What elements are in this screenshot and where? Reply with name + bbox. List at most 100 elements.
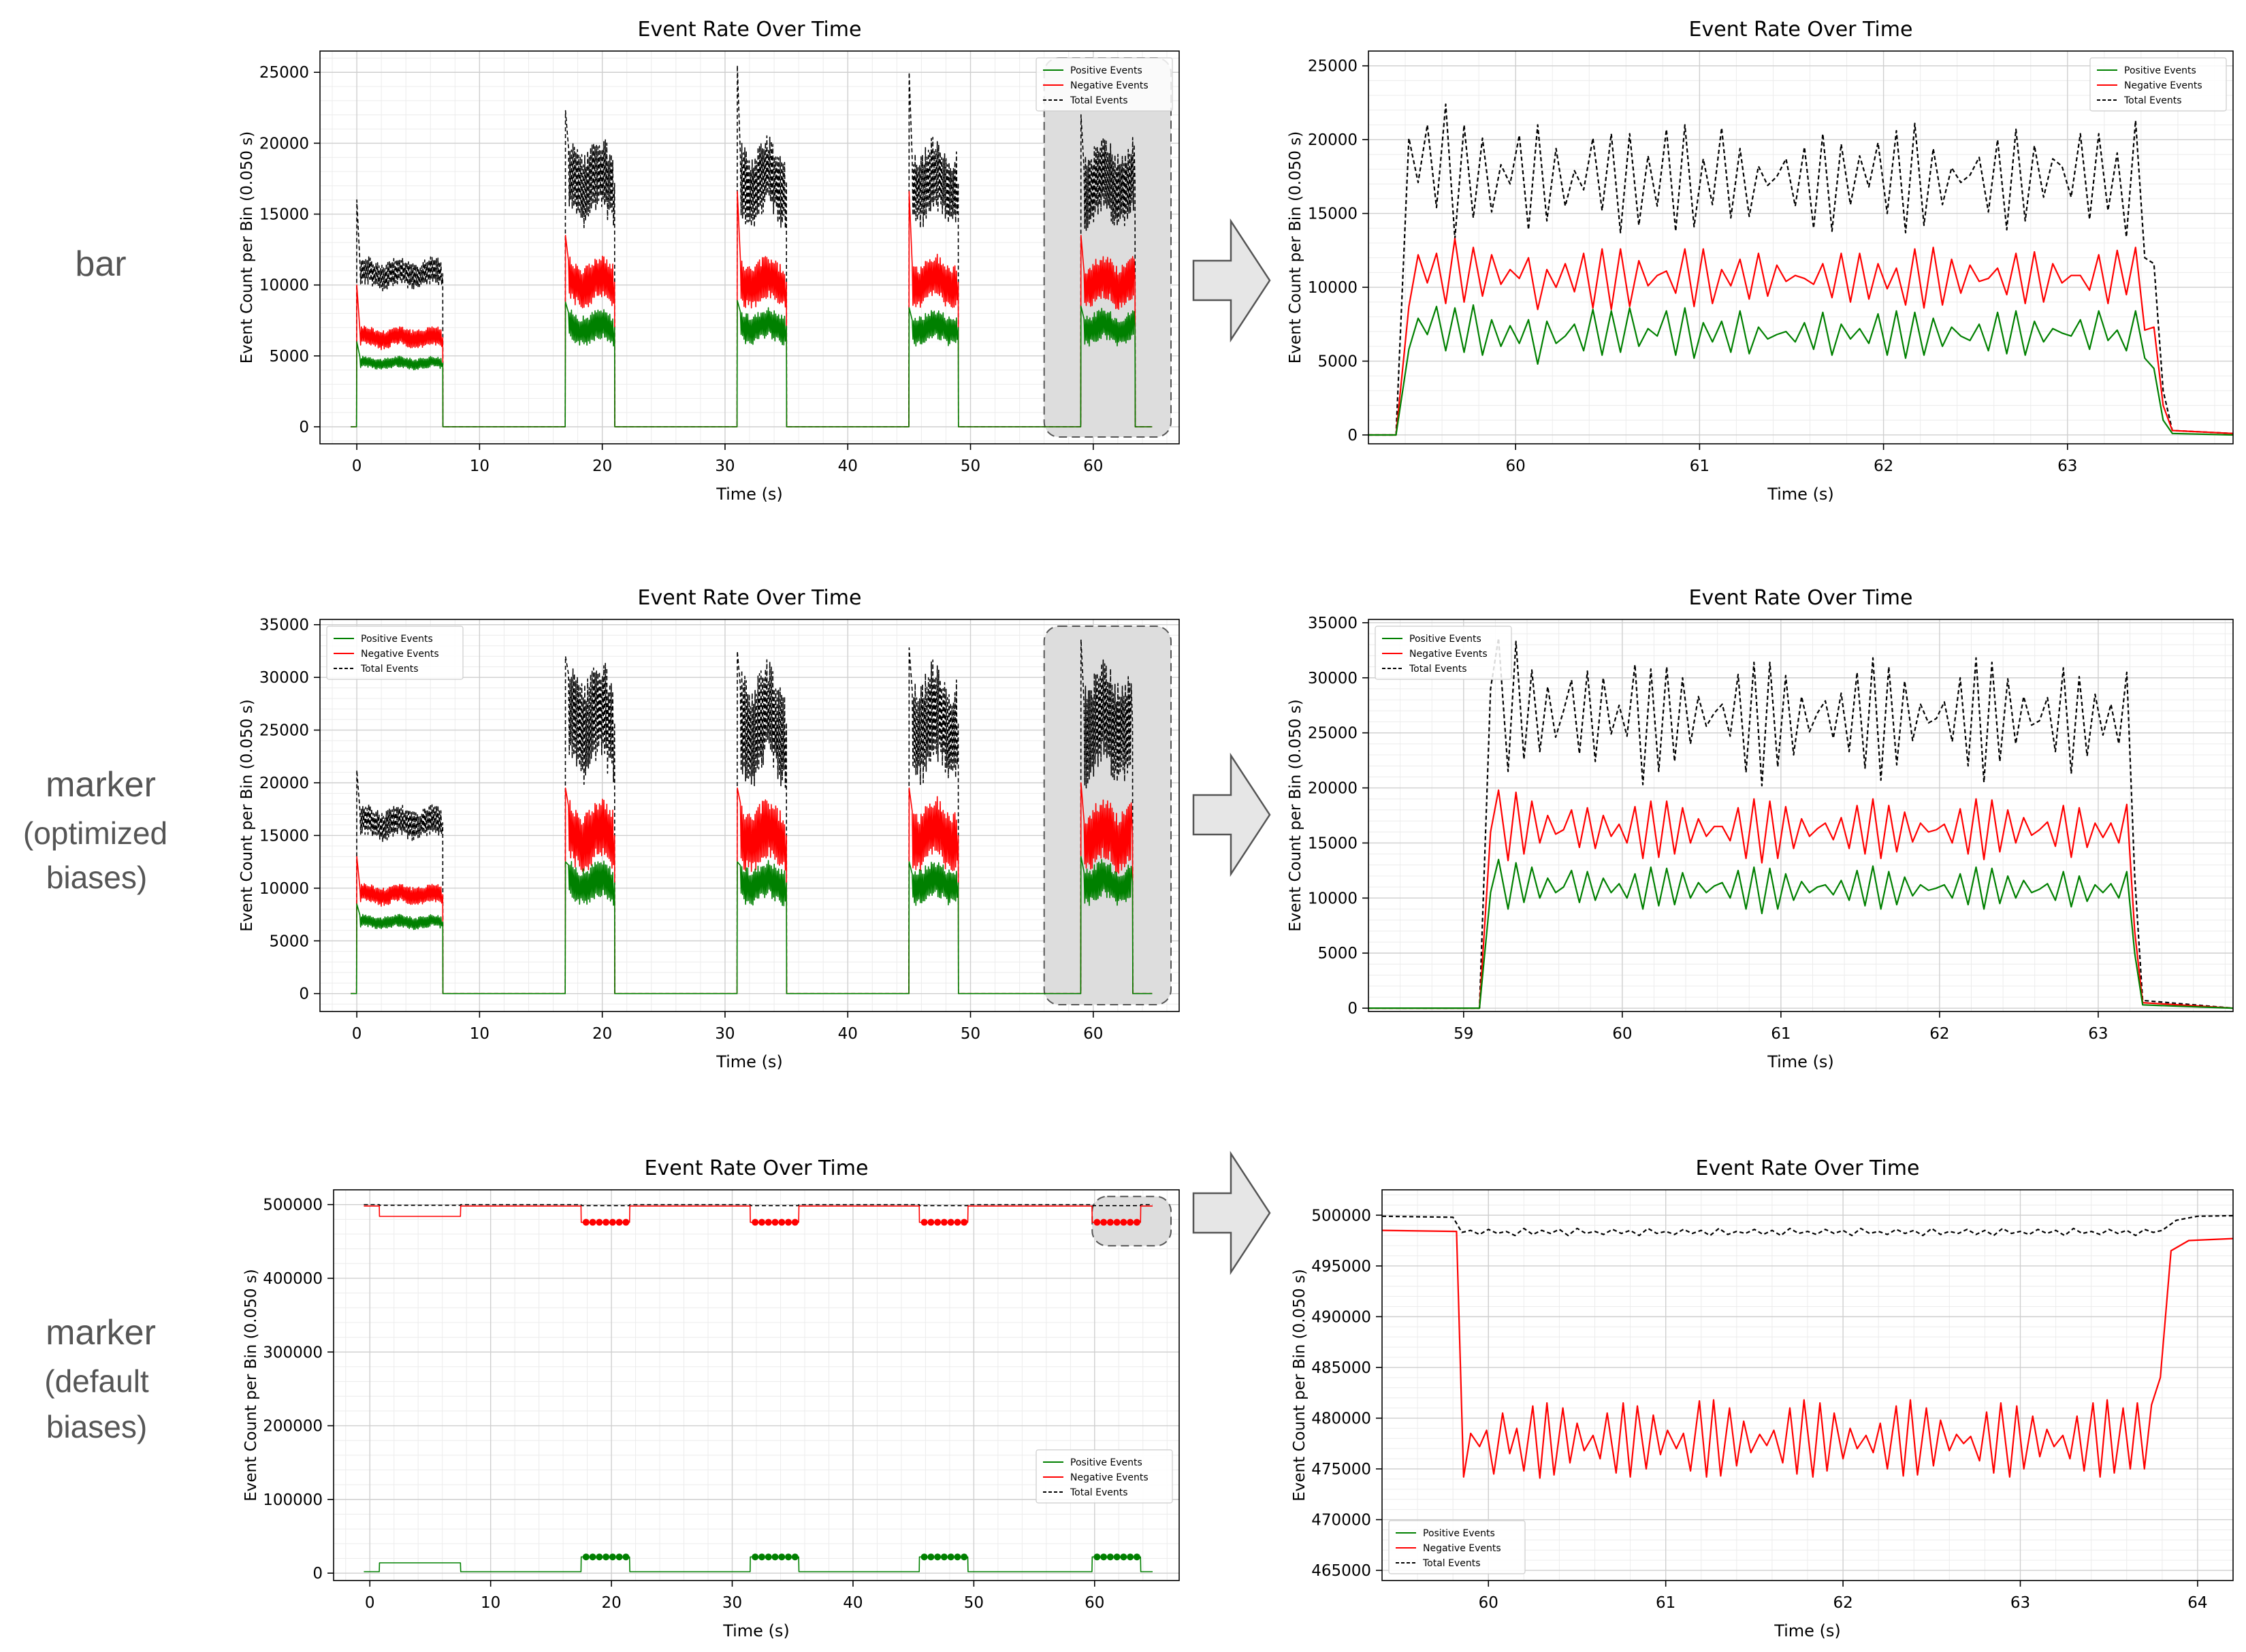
series-negative-events xyxy=(351,782,1153,994)
series-total-events xyxy=(1368,103,2233,436)
x-axis-label: Time (s) xyxy=(716,485,783,504)
legend-item-total: Total Events xyxy=(1409,664,1467,675)
series-negative-events-marker xyxy=(603,1218,610,1226)
series-negative-events-marker xyxy=(1106,1218,1114,1226)
series-negative-events-marker xyxy=(1093,1218,1101,1226)
series-total-events xyxy=(364,1203,1153,1207)
legend-item-total: Total Events xyxy=(1070,1487,1128,1498)
row-sublabel-default-2: biases) xyxy=(46,1409,147,1444)
y-tick-label: 0 xyxy=(1347,427,1358,444)
legend-box xyxy=(1388,1520,1526,1574)
y-tick-label: 25000 xyxy=(1308,58,1358,76)
series-positive-events-marker xyxy=(603,1553,610,1561)
legend-item-negative: Negative Events xyxy=(1070,80,1149,91)
y-tick-label: 10000 xyxy=(1308,890,1358,907)
legend-box xyxy=(326,626,464,680)
x-tick-label: 63 xyxy=(2088,1025,2108,1043)
y-tick-label: 100000 xyxy=(263,1491,323,1509)
y-tick-label: 0 xyxy=(312,1565,323,1583)
row-sublabel-optimized-2: biases) xyxy=(46,860,147,895)
series-positive-events-marker xyxy=(927,1553,935,1561)
y-tick-label: 20000 xyxy=(259,135,309,152)
y-tick-label: 0 xyxy=(1347,1000,1358,1018)
x-tick-label: 62 xyxy=(1874,457,1893,475)
series-positive-events-marker xyxy=(609,1553,616,1561)
y-tick-label: 25000 xyxy=(259,64,309,82)
y-axis-label: Event Count per Bin (0.050 s) xyxy=(238,131,256,363)
y-tick-label: 20000 xyxy=(1308,131,1358,149)
x-tick-label: 60 xyxy=(1612,1025,1632,1043)
x-tick-label: 30 xyxy=(722,1594,742,1612)
chart-title: Event Rate Over Time xyxy=(1689,18,1913,42)
x-tick-label: 61 xyxy=(1771,1025,1791,1043)
series-group xyxy=(351,638,1153,994)
legend: Positive Events Negative Events Total Even… xyxy=(1036,57,1173,112)
y-tick-label: 5000 xyxy=(269,933,309,950)
series-negative-events xyxy=(1382,1229,2233,1479)
series-negative-events-marker xyxy=(622,1218,630,1226)
x-tick-label: 60 xyxy=(1479,1594,1498,1612)
series-positive-events xyxy=(351,856,1153,994)
x-tick-label: 40 xyxy=(838,1025,858,1043)
x-tick-label: 30 xyxy=(715,457,735,475)
series-positive-events-marker xyxy=(589,1553,596,1561)
series-positive-events xyxy=(1368,858,2233,1009)
x-tick-label: 60 xyxy=(1083,1025,1103,1043)
series-positive-events-marker xyxy=(940,1553,948,1561)
series-negative-events-marker xyxy=(778,1218,786,1226)
x-tick-label: 63 xyxy=(2010,1594,2030,1612)
series-positive-events-marker xyxy=(961,1553,968,1561)
chart-bar-overview: Event Rate Over Time 0 10 20 30 40 50 60 0 5000 10… xyxy=(238,18,1180,504)
axes-frame xyxy=(319,50,1180,444)
grid xyxy=(1368,619,2233,1011)
series-negative-events-marker xyxy=(582,1218,590,1226)
y-tick-label: 20000 xyxy=(259,775,309,792)
grid xyxy=(334,1189,1179,1581)
series-negative-events-marker xyxy=(1127,1218,1134,1226)
series-positive-events-marker xyxy=(785,1553,792,1561)
chart-marker-optimized-zoom: Event Rate Over Time 59 60 61 62 63 0 5000 10000… xyxy=(1287,586,2234,1071)
series-positive-events-marker xyxy=(1133,1553,1140,1561)
series-positive-events-marker xyxy=(622,1553,630,1561)
series-negative-events-marker xyxy=(940,1218,948,1226)
series-positive-events-marker xyxy=(771,1553,779,1561)
x-axis-label: Time (s) xyxy=(722,1621,790,1640)
x-tick-label: 10 xyxy=(481,1594,500,1612)
series-negative-events-marker xyxy=(758,1218,765,1226)
series-positive-events-marker xyxy=(778,1553,786,1561)
series-negative-events-marker xyxy=(785,1218,792,1226)
row-label-marker-default: marker xyxy=(46,1313,156,1353)
legend-item-positive: Positive Events xyxy=(2124,65,2196,76)
legend-item-positive: Positive Events xyxy=(361,634,433,645)
x-tick-label: 60 xyxy=(1083,457,1103,475)
y-tick-label: 25000 xyxy=(259,722,309,740)
y-tick-label: 5000 xyxy=(1317,353,1358,371)
series-negative-events-marker xyxy=(1120,1218,1127,1226)
x-tick-label: 61 xyxy=(1656,1594,1675,1612)
x-axis-label: Time (s) xyxy=(1774,1621,1841,1640)
series-negative-events xyxy=(351,191,1153,427)
x-axis-label: Time (s) xyxy=(716,1052,783,1071)
legend-item-negative: Negative Events xyxy=(1409,649,1488,660)
x-tick-label: 10 xyxy=(470,457,490,475)
legend: Positive Events Negative Events Total Even… xyxy=(1375,626,1512,680)
x-tick-label: 20 xyxy=(601,1594,621,1612)
series-negative-events-marker xyxy=(752,1218,759,1226)
x-tick-label: 0 xyxy=(352,1025,362,1043)
series-group xyxy=(351,65,1153,427)
x-tick-label: 20 xyxy=(592,457,612,475)
legend-item-total: Total Events xyxy=(2123,95,2182,106)
y-tick-label: 0 xyxy=(299,419,309,436)
series-negative-events xyxy=(1368,789,2233,1009)
y-tick-label: 485000 xyxy=(1311,1359,1371,1377)
series-total-events xyxy=(351,638,1153,994)
chart-title: Event Rate Over Time xyxy=(1696,1156,1920,1180)
y-tick-label: 470000 xyxy=(1311,1512,1371,1529)
legend-item-positive: Positive Events xyxy=(1070,1457,1142,1468)
series-negative-events-marker xyxy=(1113,1218,1121,1226)
y-tick-label: 475000 xyxy=(1311,1461,1371,1478)
y-axis-label: Event Count per Bin (0.050 s) xyxy=(1287,131,1304,363)
y-tick-label: 200000 xyxy=(263,1418,323,1436)
legend-item-positive: Positive Events xyxy=(1070,65,1142,76)
series-positive-events xyxy=(351,299,1153,427)
